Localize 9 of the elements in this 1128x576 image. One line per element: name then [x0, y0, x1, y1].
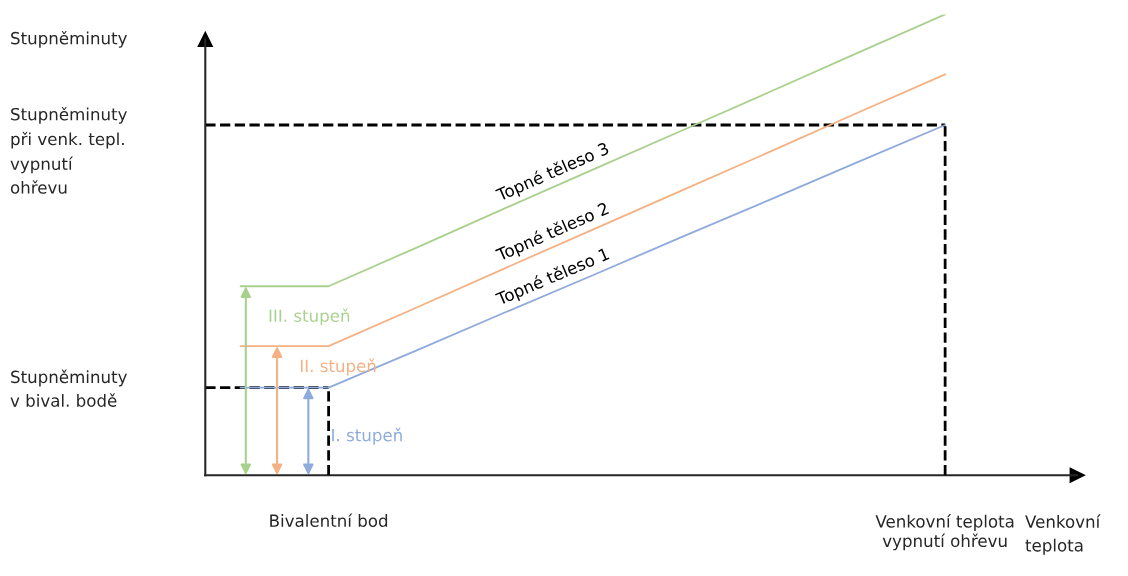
text: Stupněminuty	[11, 30, 127, 48]
annotation: I. stupeň	[332, 427, 402, 445]
x-axis-title: Venkovní teplota	[1025, 514, 1101, 555]
x-tick-label: Venkovní teplota vypnutí ohřevu	[875, 514, 1014, 551]
x-tick-label: Bivalentní bod	[270, 513, 388, 527]
text: Stupněminuty při venk. tepl. vypnutí ohřevu	[10, 106, 127, 194]
annotation: II. stupeň	[300, 358, 376, 376]
text: Stupněminuty v bival. bodě	[10, 369, 127, 407]
annotation: III. stupeň	[269, 308, 350, 326]
